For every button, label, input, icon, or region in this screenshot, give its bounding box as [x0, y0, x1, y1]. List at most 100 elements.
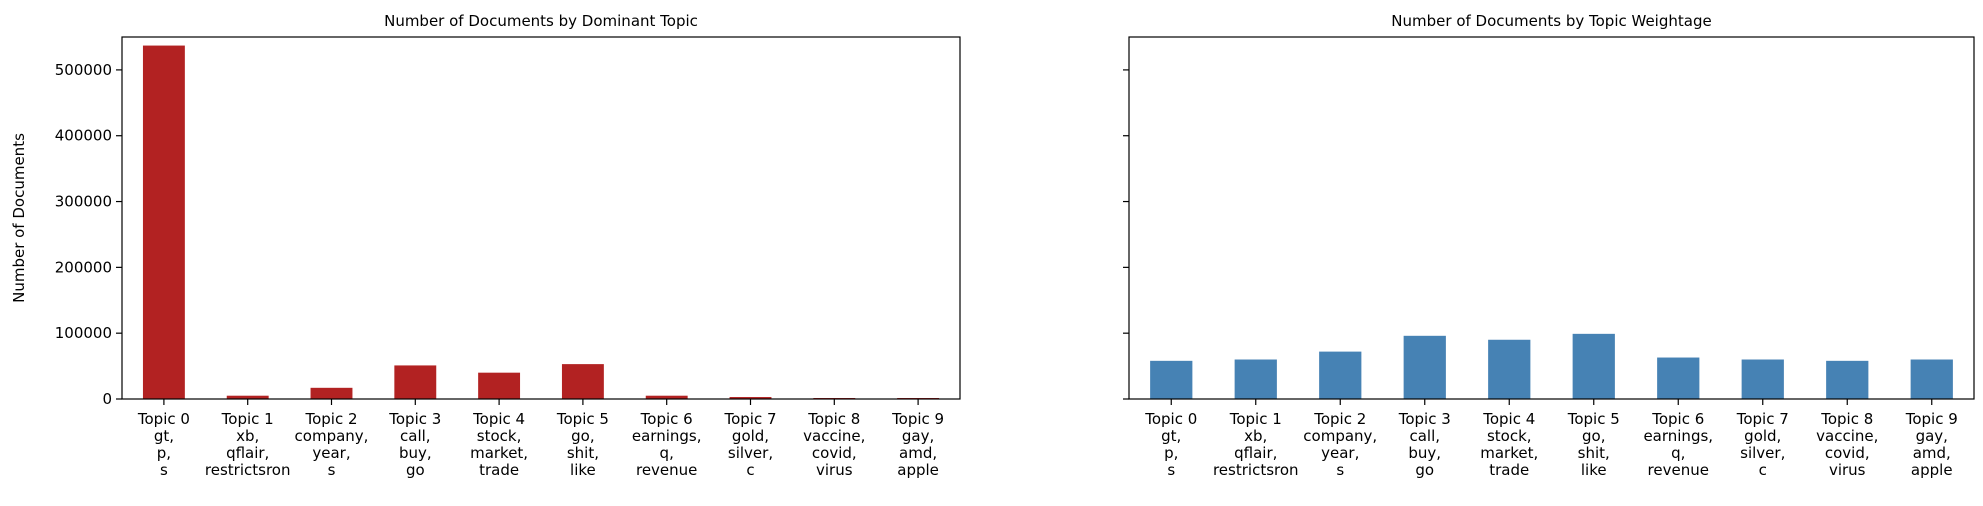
x-tick-label-line: covid, [1825, 444, 1870, 462]
x-tick-label-line: c [746, 461, 754, 479]
x-tick-label-line: Topic 8 [1820, 410, 1873, 428]
x-tick-label-line: p, [157, 444, 171, 462]
x-tick-label-line: year, [1321, 444, 1359, 462]
x-tick-label: Topic 0 gt, p, s [137, 410, 190, 479]
x-tick-label: Topic 3 call, buy, go [1398, 410, 1451, 479]
chart-panel-2: Topic 0 gt, p, s Topic 1 xb, qflair, restrictsr… [1123, 12, 1975, 479]
x-tick-label-line: vaccine, [1816, 427, 1878, 445]
x-tick-label-line: buy, [1408, 444, 1441, 462]
x-tick-label-line: Topic 5 [1567, 410, 1620, 428]
bar-2 [226, 395, 269, 399]
x-tick-label: Topic 5 go, shit, like [556, 410, 609, 479]
x-tick-label: Topic 8 vaccine, covid, virus [803, 410, 865, 479]
x-tick-label-line: s [1167, 461, 1175, 479]
chart-title: Number of Documents by Topic Weightage [1391, 12, 1711, 30]
x-tick-label-line: Topic 6 [640, 410, 693, 428]
bar-6 [1572, 333, 1615, 399]
x-tick-label-line: company, [295, 427, 369, 445]
x-tick-label-line: revenue [1648, 461, 1709, 479]
x-tick-label: Topic 1 xb, qflair, restrictsron [1213, 410, 1299, 479]
bar-3 [1319, 351, 1362, 399]
x-tick-label-line: apple [1911, 461, 1953, 479]
x-tick-label-line: q, [660, 444, 674, 462]
x-tick-label-line: Topic 5 [556, 410, 609, 428]
x-tick-label-line: go, [571, 427, 594, 445]
x-tick-label-line: Topic 2 [304, 410, 357, 428]
x-tick-label-line: call, [400, 427, 431, 445]
x-tick-label: Topic 7 gold, silver, c [723, 410, 776, 479]
bar-5 [1488, 339, 1531, 399]
bar-4 [1403, 335, 1446, 399]
x-tick-label-line: amd, [1913, 444, 1951, 462]
x-tick-label: Topic 0 gt, p, s [1144, 410, 1197, 479]
x-tick-label-line: s [160, 461, 168, 479]
x-tick-label-line: Topic 2 [1313, 410, 1366, 428]
x-tick-label: Topic 9 gay, amd, apple [891, 410, 944, 479]
x-tick-label-line: restrictsron [205, 461, 291, 479]
x-tick-label-line: Topic 3 [1398, 410, 1451, 428]
bar-8 [729, 397, 772, 399]
x-tick-label-line: qflair, [1234, 444, 1277, 462]
x-tick-label-line: gt, [154, 427, 174, 445]
x-tick-label-line: Topic 6 [1651, 410, 1704, 428]
x-tick-label: Topic 9 gay, amd, apple [1905, 410, 1958, 479]
x-tick-label-line: xb, [1244, 427, 1267, 445]
x-tick-label-line: gay, [1916, 427, 1948, 445]
x-tick-label-line: virus [1829, 461, 1866, 479]
x-tick-label: Topic 2 company, year, s [295, 410, 369, 479]
x-tick-label-line: virus [816, 461, 853, 479]
x-tick-label-line: stock, [1487, 427, 1532, 445]
x-tick-label-line: silver, [1740, 444, 1785, 462]
x-tick-label-line: amd, [899, 444, 937, 462]
x-tick-label-line: gay, [902, 427, 934, 445]
bar-8 [1741, 359, 1784, 399]
x-tick-label-line: Topic 1 [221, 410, 274, 428]
x-tick-label-line: Topic 8 [807, 410, 860, 428]
y-tick-label: 200000 [55, 258, 112, 276]
y-tick-label: 300000 [55, 193, 112, 211]
x-tick-label-line: gold, [1744, 427, 1781, 445]
bar-1 [142, 45, 185, 400]
x-tick-label: Topic 2 company, year, s [1303, 410, 1377, 479]
bar-1 [1150, 360, 1193, 399]
x-tick-label-line: q, [1671, 444, 1685, 462]
x-tick-label-line: gt, [1161, 427, 1181, 445]
bar-10 [1910, 359, 1953, 399]
x-tick-label-line: Topic 4 [472, 410, 525, 428]
x-tick-label-line: Topic 1 [1229, 410, 1282, 428]
x-tick-label-line: vaccine, [803, 427, 865, 445]
x-tick-label-line: p, [1164, 444, 1178, 462]
y-tick-label: 500000 [55, 61, 112, 79]
x-tick-label: Topic 4 stock, market, trade [470, 410, 528, 479]
x-tick-label-line: Topic 9 [891, 410, 944, 428]
x-tick-label: Topic 6 earnings, q, revenue [632, 410, 702, 479]
x-tick-label-line: trade [1489, 461, 1529, 479]
bar-4 [394, 365, 437, 399]
x-tick-label-line: stock, [477, 427, 522, 445]
plot-frame [121, 36, 961, 400]
x-tick-label: Topic 8 vaccine, covid, virus [1816, 410, 1878, 479]
x-tick-label-line: qflair, [226, 444, 269, 462]
x-tick-label-line: c [1759, 461, 1767, 479]
bar-7 [645, 395, 688, 399]
x-tick-label-line: revenue [636, 461, 697, 479]
plot-frame [1128, 36, 1975, 400]
x-tick-label-line: go, [1582, 427, 1605, 445]
x-tick-label-line: Topic 4 [1482, 410, 1535, 428]
x-tick-label: Topic 4 stock, market, trade [1480, 410, 1538, 479]
x-tick-label-line: company, [1303, 427, 1377, 445]
x-tick-label: Topic 7 gold, silver, c [1736, 410, 1789, 479]
bar-5 [478, 372, 521, 399]
x-tick-label-line: go [406, 461, 425, 479]
y-axis-label: Number of Documents [10, 133, 28, 303]
x-tick-label-line: Topic 0 [137, 410, 190, 428]
bar-7 [1657, 357, 1700, 399]
x-tick-label-line: shit, [567, 444, 599, 462]
y-tick-label: 0 [102, 390, 112, 408]
x-tick-label-line: xb, [236, 427, 259, 445]
bar-3 [310, 387, 353, 399]
x-tick-label-line: restrictsron [1213, 461, 1299, 479]
x-tick-label-line: like [570, 461, 596, 479]
